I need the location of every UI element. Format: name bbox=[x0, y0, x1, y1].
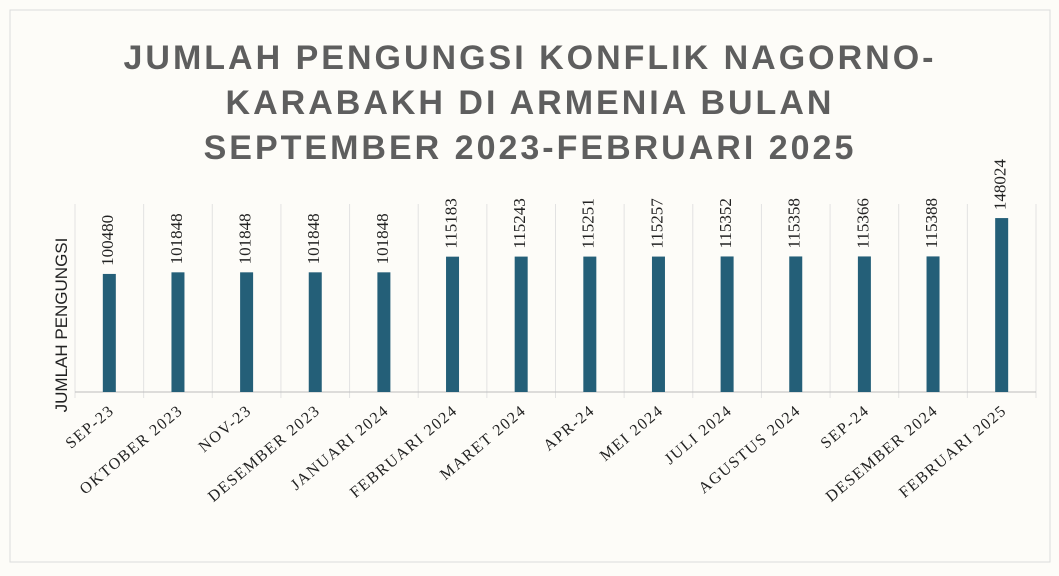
bar bbox=[377, 272, 391, 392]
data-label: 101848 bbox=[373, 213, 392, 264]
bar bbox=[514, 256, 528, 392]
x-tick-label: MEI 2024 bbox=[597, 402, 667, 465]
bar bbox=[995, 218, 1009, 392]
chart-title: JUMLAH PENGUNGSI KONFLIK NAGORNO-KARABAK… bbox=[123, 39, 937, 167]
bar bbox=[446, 256, 460, 392]
x-tick-label: NOV-23 bbox=[196, 402, 256, 456]
data-label: 148024 bbox=[991, 159, 1010, 211]
x-tick-label: JULI 2024 bbox=[662, 402, 736, 468]
data-label: 115251 bbox=[579, 198, 598, 248]
y-axis-label: JUMLAH PENGUNGSI bbox=[52, 238, 71, 413]
bar bbox=[240, 272, 254, 392]
data-label: 101848 bbox=[236, 213, 255, 264]
data-label: 101848 bbox=[167, 213, 186, 264]
x-tick-label: APR-24 bbox=[540, 402, 598, 455]
bar bbox=[720, 256, 734, 392]
chart-frame bbox=[9, 9, 1051, 563]
data-label: 115388 bbox=[922, 198, 941, 248]
bar bbox=[171, 272, 185, 392]
x-tick-label: SEP-24 bbox=[818, 402, 873, 452]
bar bbox=[857, 256, 871, 392]
bar bbox=[651, 256, 665, 392]
x-tick-label: DESEMBER 2023 bbox=[205, 402, 324, 506]
data-label: 115243 bbox=[510, 198, 529, 248]
data-label: 115352 bbox=[716, 198, 735, 248]
data-label: 101848 bbox=[304, 213, 323, 264]
data-label: 100480 bbox=[98, 215, 117, 266]
x-tick-label: DESEMBER 2024 bbox=[823, 402, 942, 506]
bar bbox=[308, 272, 322, 392]
data-label: 115183 bbox=[441, 198, 460, 248]
bar bbox=[583, 256, 597, 392]
data-label: 115257 bbox=[647, 198, 666, 249]
bar bbox=[789, 256, 803, 392]
data-label: 115366 bbox=[853, 198, 872, 248]
data-label: 115358 bbox=[785, 198, 804, 248]
bar bbox=[926, 256, 940, 392]
bar bbox=[102, 273, 116, 392]
